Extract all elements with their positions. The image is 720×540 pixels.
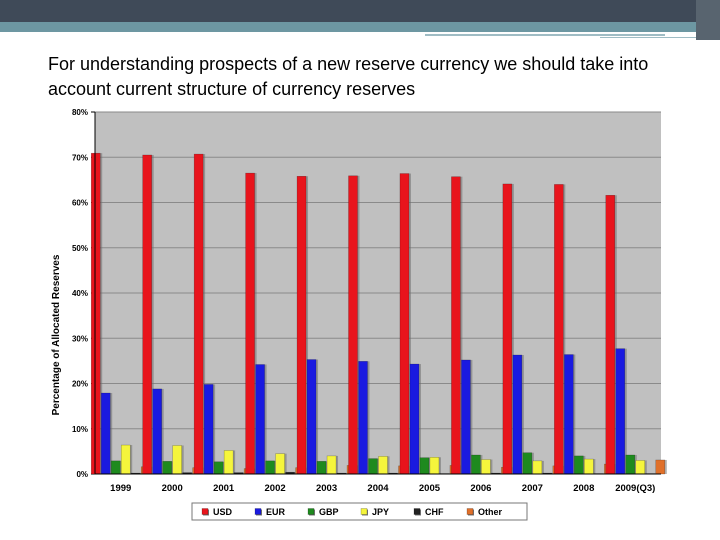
bar-jpy-2001 (223, 450, 234, 475)
bar-eur-2006 (461, 359, 471, 475)
bar-jpy-2000 (172, 445, 182, 475)
y-tick-label: 10% (72, 425, 88, 434)
header-accent-line (425, 34, 665, 36)
y-tick-label: 30% (72, 334, 88, 343)
bar-gbp-2000 (162, 461, 172, 475)
y-tick-label: 80% (72, 108, 88, 117)
legend: USD EUR GBP JPY CHF Other (191, 502, 528, 521)
legend-label-chf: CHF (425, 507, 444, 517)
bar-usd-2005 (399, 173, 410, 475)
bar-usd-2003 (296, 176, 307, 475)
header-accent-line-thin (600, 37, 720, 38)
bar-other-2009q3 (655, 459, 666, 475)
bar-jpy-2004 (378, 456, 388, 475)
legend-label-usd: USD (213, 507, 233, 517)
bar-gbp-2009q3 (625, 454, 636, 475)
x-tick-label: 2004 (367, 483, 389, 494)
x-tick-label: 1999 (110, 483, 131, 494)
x-tick-label: 2009(Q3) (615, 483, 655, 494)
legend-swatch-gbp (307, 508, 315, 515)
header-teal-bar (0, 22, 720, 32)
bar-eur-2000 (152, 388, 162, 475)
bar-usd-2002 (245, 172, 255, 475)
x-tick-label: 2003 (316, 483, 337, 494)
y-axis-label: Percentage of Allocated Reserves (51, 254, 62, 415)
slide-header-band (0, 0, 720, 40)
y-tick-label: 0% (76, 470, 88, 479)
bar-jpy-1999 (120, 444, 131, 475)
y-tick-labels: 0% 10% 20% 30% 40% 50% 60% 70% 80% (72, 108, 88, 479)
legend-box (191, 502, 528, 521)
legend-swatch-eur (254, 508, 262, 515)
bar-jpy-2009q3 (635, 460, 646, 475)
bar-eur-1999 (100, 392, 111, 475)
y-tick-label: 70% (72, 153, 88, 162)
bar-jpy-2003 (326, 455, 337, 475)
legend-label-jpy: JPY (372, 507, 389, 517)
legend-swatch-usd (201, 508, 209, 515)
bar-usd-2007 (502, 183, 513, 475)
bar-gbp-2004 (368, 458, 378, 475)
bar-eur-2003 (306, 359, 317, 475)
bar-eur-2002 (255, 364, 265, 475)
slide-title: For understanding prospects of a new res… (48, 54, 649, 99)
bar-eur-2008 (564, 354, 574, 475)
bar-jpy-2008 (584, 458, 594, 475)
legend-swatch-chf (413, 508, 421, 515)
bar-jpy-2007 (532, 460, 543, 475)
legend-label-gbp: GBP (319, 507, 339, 517)
legend-swatch-other (466, 508, 474, 515)
bar-usd-2000 (142, 154, 152, 475)
bar-usd-2009q3 (605, 195, 616, 475)
legend-swatch-jpy (360, 508, 368, 515)
x-tick-label: 2005 (419, 483, 441, 494)
x-tick-label: 2006 (470, 483, 491, 494)
header-corner-block (696, 0, 720, 40)
y-tick-label: 60% (72, 199, 88, 208)
bar-jpy-2002 (275, 453, 285, 475)
x-tick-label: 2001 (213, 483, 235, 494)
x-tick-labels: 1999 2000 2001 2002 2003 2004 2005 2006 2007 2008… (110, 483, 655, 494)
bar-gbp-2006 (471, 454, 481, 475)
bar-gbp-2007 (522, 452, 533, 475)
bar-usd-2004 (348, 175, 358, 475)
bar-eur-2005 (409, 363, 420, 475)
legend-label-other: Other (478, 507, 503, 517)
bar-eur-2004 (358, 361, 368, 475)
bar-eur-2007 (512, 354, 523, 475)
bar-usd-2008 (554, 184, 564, 475)
bar-jpy-2006 (481, 459, 491, 475)
bar-gbp-2008 (574, 455, 584, 475)
axes (94, 112, 661, 475)
bar-eur-2009q3 (615, 348, 626, 475)
bar-gbp-2003 (316, 461, 327, 475)
bar-gbp-1999 (110, 460, 121, 475)
bar-jpy-2005 (429, 457, 440, 475)
x-tick-label: 2007 (522, 483, 543, 494)
legend-label-eur: EUR (266, 507, 286, 517)
y-tick-label: 50% (72, 244, 88, 253)
bar-eur-2001 (203, 384, 214, 475)
bar-usd-1999 (90, 152, 101, 475)
bar-gbp-2002 (265, 460, 275, 475)
x-tick-label: 2002 (265, 483, 286, 494)
x-tick-label: 2000 (162, 483, 183, 494)
bar-gbp-2001 (213, 461, 224, 475)
bars (90, 152, 667, 475)
x-tick-label: 2008 (573, 483, 594, 494)
bar-usd-2006 (451, 176, 461, 475)
y-tick-label: 40% (72, 289, 88, 298)
y-tick-label: 20% (72, 380, 88, 389)
bar-gbp-2005 (419, 457, 430, 475)
bar-usd-2001 (193, 153, 204, 475)
header-dark-bar (0, 0, 720, 22)
